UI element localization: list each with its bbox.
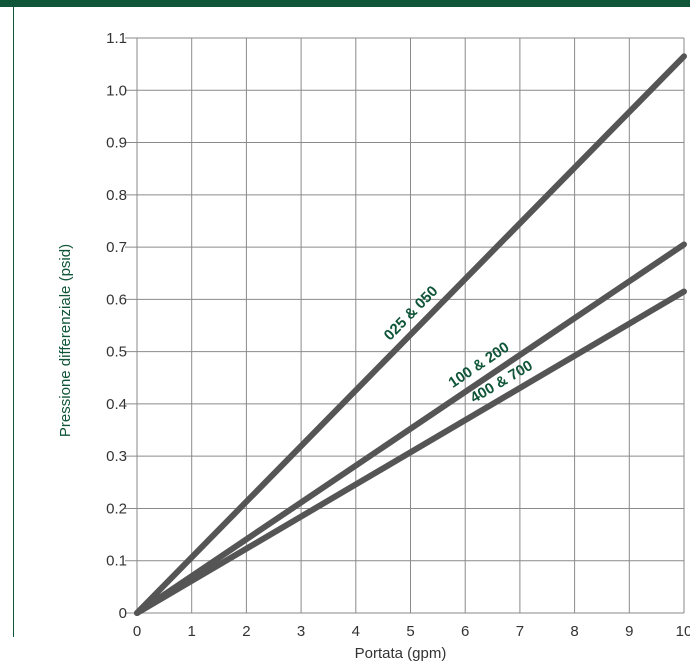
y-tick-label: 0.6 (106, 291, 127, 308)
y-axis-label: Pressione differenziale (psid) (57, 244, 74, 437)
y-tick-label: 0 (119, 605, 127, 622)
y-tick-label: 0.2 (106, 500, 127, 517)
frame-left-rule (13, 7, 14, 637)
x-tick-label: 2 (242, 623, 250, 640)
x-tick-label: 8 (570, 623, 578, 640)
x-tick-label: 9 (625, 623, 633, 640)
x-tick-label: 4 (352, 623, 360, 640)
y-tick-label: 0.3 (106, 448, 127, 465)
x-tick-label: 0 (133, 623, 141, 640)
y-tick-label: 1.0 (106, 82, 127, 99)
chart-series-lines (134, 53, 687, 616)
header-bar (0, 0, 690, 7)
y-tick-label: 0.4 (106, 396, 127, 413)
x-tick-label: 1 (188, 623, 196, 640)
series-line-1 (134, 241, 687, 616)
y-tick-label: 1.1 (106, 30, 127, 47)
x-tick-label: 10 (676, 623, 690, 640)
series-line-0 (134, 53, 687, 616)
y-tick-label: 0.7 (106, 239, 127, 256)
x-tick-label: 5 (406, 623, 414, 640)
y-tick-label: 0.9 (106, 135, 127, 152)
x-tick-label: 6 (461, 623, 469, 640)
x-tick-label: 3 (297, 623, 305, 640)
series-line-2 (134, 288, 687, 616)
y-tick-label: 0.5 (106, 344, 127, 361)
y-tick-label: 0.8 (106, 187, 127, 204)
y-tick-label: 0.1 (106, 553, 127, 570)
chart-ticks: 0 1 2 3 4 5 6 7 8 9 10 0 0.1 0.2 0.3 0.4 0.5 0.6 0.7 0.8 0.9… (106, 30, 690, 640)
x-axis-label: Portata (gpm) (355, 645, 447, 661)
x-tick-label: 7 (516, 623, 524, 640)
